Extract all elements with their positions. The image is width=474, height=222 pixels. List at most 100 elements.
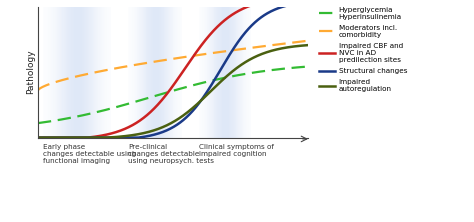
Bar	[170, 7, 171, 138]
Bar	[151, 7, 152, 138]
Bar	[226, 7, 227, 138]
Bar	[160, 7, 161, 138]
Bar	[129, 7, 130, 138]
Bar	[225, 7, 226, 138]
Bar	[237, 7, 238, 138]
Bar	[208, 7, 209, 138]
Bar	[166, 7, 167, 138]
Bar	[178, 7, 179, 138]
Bar	[214, 7, 215, 138]
Bar	[177, 7, 178, 138]
Bar	[87, 7, 88, 138]
Bar	[47, 7, 48, 138]
Bar	[138, 7, 139, 138]
Bar	[78, 7, 79, 138]
Bar	[216, 7, 217, 138]
Bar	[217, 7, 218, 138]
Bar	[201, 7, 202, 138]
Bar	[239, 7, 240, 138]
Bar	[63, 7, 64, 138]
Bar	[60, 7, 61, 138]
Bar	[163, 7, 164, 138]
Bar	[210, 7, 211, 138]
Bar	[72, 7, 73, 138]
Bar	[238, 7, 239, 138]
Bar	[43, 7, 45, 138]
Bar	[162, 7, 163, 138]
Bar	[73, 7, 74, 138]
Bar	[108, 7, 109, 138]
Bar	[249, 7, 250, 138]
Bar	[76, 7, 77, 138]
Bar	[132, 7, 133, 138]
Bar	[179, 7, 180, 138]
Bar	[147, 7, 148, 138]
Bar	[95, 7, 96, 138]
Bar	[171, 7, 172, 138]
Bar	[105, 7, 106, 138]
Bar	[211, 7, 212, 138]
Bar	[250, 7, 251, 138]
Bar	[54, 7, 55, 138]
Bar	[215, 7, 216, 138]
Bar	[94, 7, 95, 138]
Bar	[48, 7, 49, 138]
Bar	[134, 7, 135, 138]
Bar	[164, 7, 165, 138]
Bar	[58, 7, 59, 138]
Bar	[174, 7, 175, 138]
Bar	[51, 7, 52, 138]
Bar	[222, 7, 223, 138]
Bar	[248, 7, 249, 138]
Bar	[91, 7, 92, 138]
Bar	[52, 7, 54, 138]
Bar	[83, 7, 84, 138]
Bar	[161, 7, 162, 138]
Bar	[86, 7, 87, 138]
Bar	[172, 7, 173, 138]
Bar	[231, 7, 232, 138]
Bar	[232, 7, 233, 138]
Bar	[96, 7, 97, 138]
Bar	[142, 7, 143, 138]
Bar	[103, 7, 104, 138]
Bar	[236, 7, 237, 138]
Bar	[92, 7, 93, 138]
Bar	[202, 7, 203, 138]
Bar	[130, 7, 131, 138]
Bar	[199, 7, 200, 138]
Bar	[69, 7, 70, 138]
Bar	[85, 7, 86, 138]
Bar	[243, 7, 244, 138]
Text: Clinical symptoms of
impaired cognition: Clinical symptoms of impaired cognition	[199, 144, 273, 157]
Bar	[56, 7, 57, 138]
Bar	[131, 7, 132, 138]
Bar	[245, 7, 246, 138]
Bar	[242, 7, 243, 138]
Bar	[168, 7, 169, 138]
Bar	[74, 7, 75, 138]
Text: Pre-clinical
changes detectable
using neuropsych. tests: Pre-clinical changes detectable using ne…	[128, 144, 214, 164]
Legend: Hyperglycemia
Hyperinsulinemia, Moderators incl.
comorbidity, Impaired CBF and
N: Hyperglycemia Hyperinsulinemia, Moderato…	[316, 4, 410, 95]
Bar	[209, 7, 210, 138]
Bar	[229, 7, 230, 138]
Bar	[205, 7, 206, 138]
Bar	[99, 7, 100, 138]
Bar	[224, 7, 225, 138]
Bar	[218, 7, 219, 138]
Bar	[104, 7, 105, 138]
Bar	[175, 7, 176, 138]
Bar	[145, 7, 146, 138]
Bar	[88, 7, 90, 138]
Bar	[137, 7, 138, 138]
Bar	[93, 7, 94, 138]
Bar	[50, 7, 51, 138]
Bar	[140, 7, 141, 138]
Bar	[64, 7, 65, 138]
Bar	[57, 7, 58, 138]
Bar	[165, 7, 166, 138]
Text: Early phase
changes detectable using
functional imaging: Early phase changes detectable using fun…	[43, 144, 137, 164]
Bar	[220, 7, 221, 138]
Bar	[212, 7, 213, 138]
Bar	[157, 7, 158, 138]
